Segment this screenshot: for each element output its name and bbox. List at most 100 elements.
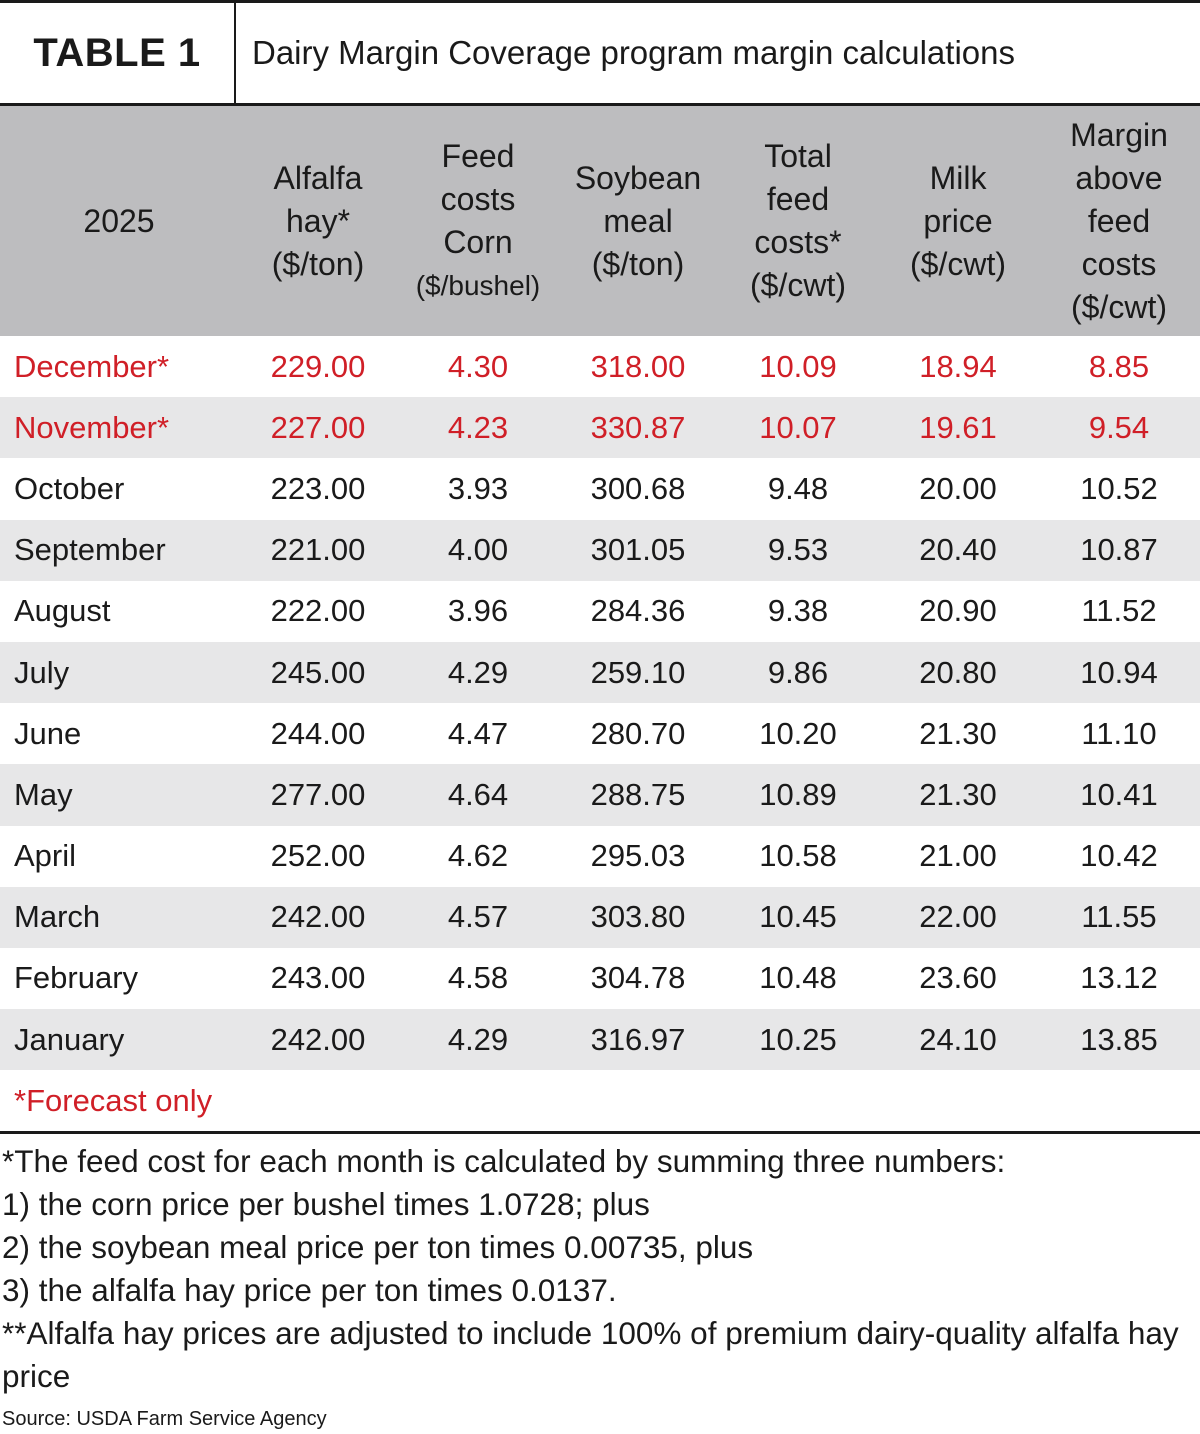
header-margin-line: costs <box>1081 245 1157 282</box>
header-corn-line: costs <box>440 181 516 217</box>
cell-corn: 4.58 <box>447 960 509 996</box>
cell-corn: 4.30 <box>447 348 509 384</box>
table-row: June 244.00 4.47 280.70 10.20 21.30 11.1… <box>0 703 1200 764</box>
cell-corn: 4.23 <box>398 397 558 459</box>
cell-corn: 4.00 <box>398 519 558 581</box>
cell-margin: 11.10 <box>1081 715 1157 751</box>
header-margin-line: above <box>1075 159 1163 196</box>
header-total-feed: Total feed costs* ($/cwt) <box>718 106 878 336</box>
cell-alfalfa: 221.00 <box>238 519 398 581</box>
table-row: March 242.00 4.57 303.80 10.45 22.00 11.… <box>0 886 1200 948</box>
cell-milk: 20.40 <box>878 519 1038 581</box>
cell-month: November* <box>0 397 238 459</box>
table-row: August 222.00 3.96 284.36 9.38 20.90 11.… <box>0 581 1200 642</box>
header-margin-line: feed <box>1087 202 1151 239</box>
cell-corn: 4.57 <box>398 886 558 948</box>
cell-month: March <box>0 886 238 948</box>
header-milk: Milk price ($/cwt) <box>878 106 1038 336</box>
cell-milk: 20.80 <box>878 641 1038 704</box>
cell-total-feed: 10.07 <box>718 397 878 459</box>
cell-margin: 10.42 <box>1080 838 1158 874</box>
cell-milk: 19.61 <box>878 397 1038 459</box>
cell-total-feed: 10.25 <box>718 1009 878 1071</box>
table-number-label: TABLE 1 <box>33 30 201 75</box>
cell-milk: 21.30 <box>878 764 1038 826</box>
header-alfalfa-line: Alfalfa <box>273 159 363 196</box>
header-soybean-line: Soybean <box>574 159 702 196</box>
cell-total-feed: 10.45 <box>718 886 878 948</box>
table-row: July 245.00 4.29 259.10 9.86 20.80 10.94 <box>0 641 1200 704</box>
cell-milk: 20.00 <box>919 470 997 506</box>
header-soybean: Soybean meal ($/ton) <box>558 106 718 336</box>
cell-alfalfa: 242.00 <box>238 1009 398 1071</box>
cell-total-feed: 10.20 <box>759 715 837 751</box>
header-margin: Margin above feed costs ($/cwt) <box>1038 106 1200 336</box>
cell-alfalfa: 243.00 <box>270 960 366 996</box>
header-total-feed-line: costs* <box>754 224 842 260</box>
table-row: October 223.00 3.93 300.68 9.48 20.00 10… <box>0 458 1200 519</box>
cell-soybean: 284.36 <box>590 593 686 629</box>
cell-corn: 4.29 <box>398 641 558 704</box>
margin-table: 2025 Alfalfa hay* ($/ton) Feed costs Cor… <box>0 106 1200 1135</box>
table-row: January 242.00 4.29 316.97 10.25 24.10 1… <box>0 1009 1200 1071</box>
table-row: November* 227.00 4.23 330.87 10.07 19.61… <box>0 397 1200 459</box>
cell-milk: 23.60 <box>919 960 997 996</box>
cell-soybean: 316.97 <box>558 1009 718 1071</box>
cell-soybean: 280.70 <box>590 715 686 751</box>
table-row: December* 229.00 4.30 318.00 10.09 18.94… <box>0 336 1200 397</box>
cell-milk: 20.90 <box>919 593 997 629</box>
cell-total-feed: 10.48 <box>759 960 837 996</box>
table-title: Dairy Margin Coverage program margin cal… <box>252 34 1015 71</box>
cell-month: October <box>14 470 125 506</box>
cell-alfalfa: 244.00 <box>270 715 366 751</box>
cell-total-feed: 10.58 <box>759 838 837 874</box>
header-margin-line: ($/cwt) <box>1071 288 1167 325</box>
table-row: April 252.00 4.62 295.03 10.58 21.00 10.… <box>0 826 1200 887</box>
cell-corn: 4.29 <box>398 1009 558 1071</box>
header-milk-line: Milk <box>929 159 987 196</box>
cell-month: July <box>0 641 238 704</box>
cell-soybean: 295.03 <box>590 838 686 874</box>
cell-soybean: 300.68 <box>590 470 686 506</box>
forecast-note: *Forecast only <box>0 1070 1200 1135</box>
footnote: 1) the corn price per bushel times 1.072… <box>2 1186 650 1222</box>
cell-milk: 18.94 <box>919 348 997 384</box>
header-corn-unit: ($/bushel) <box>415 270 541 301</box>
footnote: 3) the alfalfa hay price per ton times 0… <box>2 1272 617 1308</box>
cell-total-feed: 9.86 <box>718 641 878 704</box>
cell-soybean: 318.00 <box>590 348 686 384</box>
cell-alfalfa: 277.00 <box>238 764 398 826</box>
cell-margin: 11.52 <box>1081 593 1157 629</box>
cell-margin: 10.52 <box>1080 470 1158 506</box>
footnote: *The feed cost for each month is calcula… <box>2 1143 1006 1179</box>
cell-month: September <box>0 519 238 581</box>
header-total-feed-line: feed <box>766 181 830 217</box>
cell-corn: 4.62 <box>447 838 509 874</box>
cell-alfalfa: 252.00 <box>270 838 366 874</box>
cell-alfalfa: 229.00 <box>270 348 366 384</box>
cell-month: May <box>0 764 238 826</box>
header-total-feed-line: Total <box>764 138 832 174</box>
cell-margin: 10.87 <box>1038 519 1200 581</box>
cell-total-feed: 9.38 <box>767 593 829 629</box>
cell-month: January <box>0 1009 238 1071</box>
cell-month: April <box>14 838 77 874</box>
forecast-note-row: *Forecast only <box>0 1070 1200 1135</box>
cell-soybean: 304.78 <box>590 960 686 996</box>
cell-month: December* <box>14 348 170 384</box>
header-alfalfa-line: ($/ton) <box>271 245 365 282</box>
table-row: May 277.00 4.64 288.75 10.89 21.30 10.41 <box>0 764 1200 826</box>
cell-corn: 3.96 <box>447 593 509 629</box>
cell-milk: 21.00 <box>919 838 997 874</box>
header-corn-line: Feed <box>441 138 515 174</box>
cell-alfalfa: 222.00 <box>270 593 366 629</box>
cell-corn: 3.93 <box>447 470 509 506</box>
table-row: September 221.00 4.00 301.05 9.53 20.40 … <box>0 519 1200 581</box>
table-title-bar: TABLE 1 Dairy Margin Coverage program ma… <box>0 0 1200 106</box>
cell-soybean: 301.05 <box>558 519 718 581</box>
cell-alfalfa: 245.00 <box>238 641 398 704</box>
header-corn-line: Corn <box>443 224 513 260</box>
cell-soybean: 330.87 <box>558 397 718 459</box>
table-header-row: 2025 Alfalfa hay* ($/ton) Feed costs Cor… <box>0 106 1200 336</box>
header-year: 2025 <box>0 106 238 336</box>
